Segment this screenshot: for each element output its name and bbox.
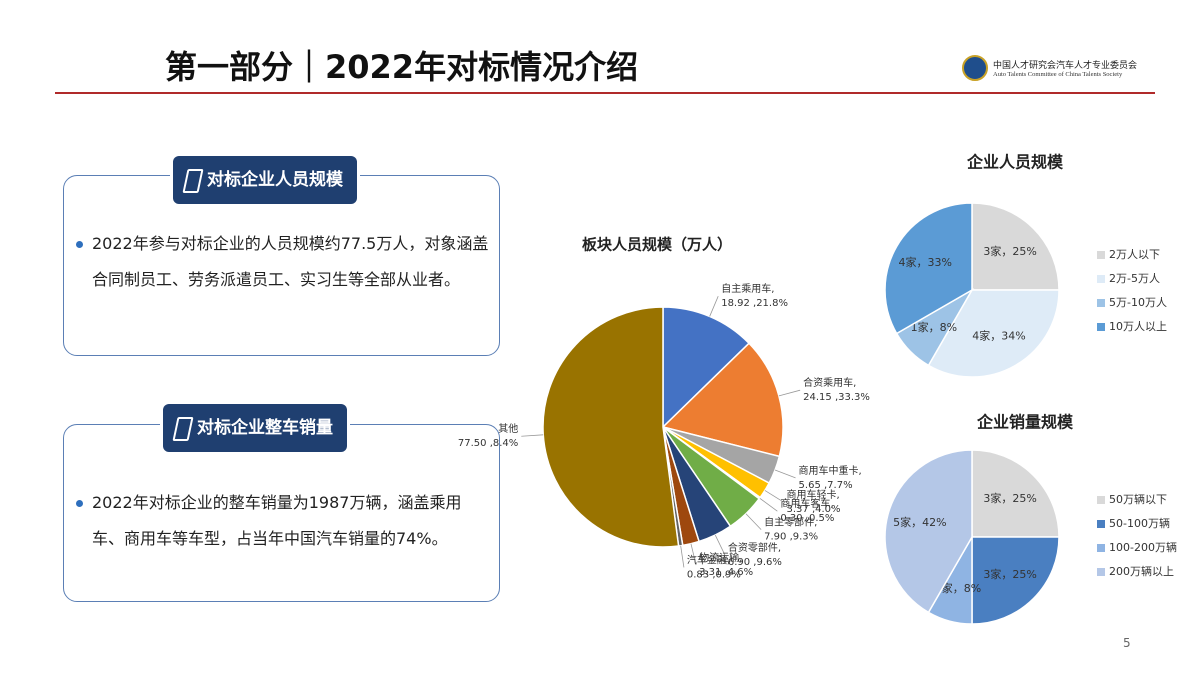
slice-label: 7.90 ,9.3% bbox=[764, 532, 818, 543]
chart-title: 板块人员规模（万人） bbox=[582, 236, 732, 254]
slice-label: 0.83 ,0.9% bbox=[687, 569, 741, 580]
pie-slice bbox=[661, 342, 784, 458]
slice-category: 自主零部件, bbox=[764, 516, 817, 529]
slice-category: 合资乘用车, bbox=[803, 376, 856, 389]
leader-line bbox=[764, 490, 784, 503]
slice-category: 自主乘用车, bbox=[721, 282, 774, 295]
box-tab: 对标企业整车销量 bbox=[163, 404, 347, 452]
slice-label: 3家，25% bbox=[983, 491, 1036, 505]
pie-slice bbox=[884, 449, 973, 614]
leader-line bbox=[778, 389, 801, 397]
legend-swatch bbox=[1097, 520, 1105, 528]
pie-slice bbox=[971, 449, 1060, 538]
slide-title: 第一部分｜2022年对标情况介绍 bbox=[165, 48, 639, 86]
slice-category: 其他 bbox=[498, 422, 518, 435]
leader-line bbox=[680, 545, 685, 568]
box-tab: 对标企业人员规模 bbox=[173, 156, 357, 204]
info-box: 2022年参与对标企业的人员规模约77.5万人，对象涵盖合同制员工、劳务派遣员工… bbox=[63, 175, 500, 356]
slice-category: 商用车中重卡, bbox=[799, 464, 862, 477]
slice-label: 1家，8% bbox=[911, 320, 957, 334]
leader-line bbox=[709, 296, 719, 317]
leader-line bbox=[521, 434, 544, 437]
pie-slice bbox=[927, 289, 1060, 378]
legend-swatch bbox=[1097, 568, 1105, 576]
legend-swatch bbox=[1097, 323, 1105, 331]
slice-category: 物流运输, bbox=[699, 551, 742, 564]
legend-label: 200万辆以上 bbox=[1109, 564, 1174, 578]
slice-label: 3家，25% bbox=[983, 567, 1036, 581]
slice-label: 3家，25% bbox=[983, 244, 1036, 258]
slice-category: 商用车客车, bbox=[780, 497, 833, 510]
legend-swatch bbox=[1097, 251, 1105, 259]
legend-label: 2万-5万人 bbox=[1109, 272, 1160, 285]
leader-line bbox=[690, 543, 697, 566]
pie-slice bbox=[971, 202, 1060, 291]
leader-line bbox=[745, 513, 762, 530]
slice-label: 6.90 ,9.6% bbox=[728, 557, 782, 568]
pie-slice bbox=[884, 202, 973, 335]
box-text: 2022年参与对标企业的人员规模约77.5万人，对象涵盖合同制员工、劳务派遣员工… bbox=[74, 226, 492, 298]
pie-slice bbox=[971, 536, 1060, 625]
logo-name: 中国人才研究会汽车人才专业委员会 bbox=[993, 61, 1138, 71]
legend-label: 2万人以下 bbox=[1109, 248, 1160, 261]
logo-icon bbox=[962, 55, 988, 81]
box-text: 2022年对标企业的整车销量为1987万辆，涵盖乘用车、商用车等车型，占当年中国… bbox=[74, 485, 492, 557]
slice-label: 77.50 ,8.4% bbox=[458, 438, 518, 449]
leader-line bbox=[759, 497, 778, 512]
leader-line bbox=[714, 534, 726, 555]
slice-label: 0.30 ,0.5% bbox=[780, 513, 834, 524]
chart-title: 企业人员规模 bbox=[966, 153, 1064, 172]
slice-category: 商用车轻卡, bbox=[787, 488, 840, 501]
legend-label: 100-200万辆 bbox=[1109, 540, 1177, 554]
page-number: 5 bbox=[1123, 636, 1131, 650]
legend-swatch bbox=[1097, 496, 1105, 504]
legend-label: 5万-10万人 bbox=[1109, 296, 1167, 309]
title-rule bbox=[55, 92, 1155, 94]
legend-swatch bbox=[1097, 299, 1105, 307]
slice-category: 合资零部件, bbox=[728, 541, 781, 554]
leader-line bbox=[774, 469, 796, 479]
chart-title: 企业销量规模 bbox=[976, 413, 1074, 432]
slice-label: 4家，33% bbox=[899, 255, 952, 269]
slice-label: 3.37 ,4.0% bbox=[787, 504, 841, 515]
legend-swatch bbox=[1097, 544, 1105, 552]
slice-category: 汽车金融, bbox=[687, 553, 730, 566]
legend-label: 50万辆以下 bbox=[1109, 492, 1167, 506]
legend-label: 10万人以上 bbox=[1109, 320, 1167, 333]
legend-label: 50-100万辆 bbox=[1109, 516, 1170, 530]
pie-slice bbox=[662, 306, 751, 429]
slice-label: 18.92 ,21.8% bbox=[721, 298, 788, 309]
slice-label: 3.31 ,4.6% bbox=[699, 567, 753, 578]
slice-label: 1家，8% bbox=[935, 581, 981, 595]
pie-slice bbox=[542, 306, 680, 548]
slice-label: 24.15 ,33.3% bbox=[803, 392, 870, 403]
slice-label: 4家，34% bbox=[972, 329, 1025, 343]
legend-swatch bbox=[1097, 275, 1105, 283]
slice-label: 5家，42% bbox=[893, 515, 946, 529]
slice-label: 5.65 ,7.7% bbox=[799, 480, 853, 491]
logo-english: Auto Talents Committee of China Talents … bbox=[993, 71, 1123, 78]
